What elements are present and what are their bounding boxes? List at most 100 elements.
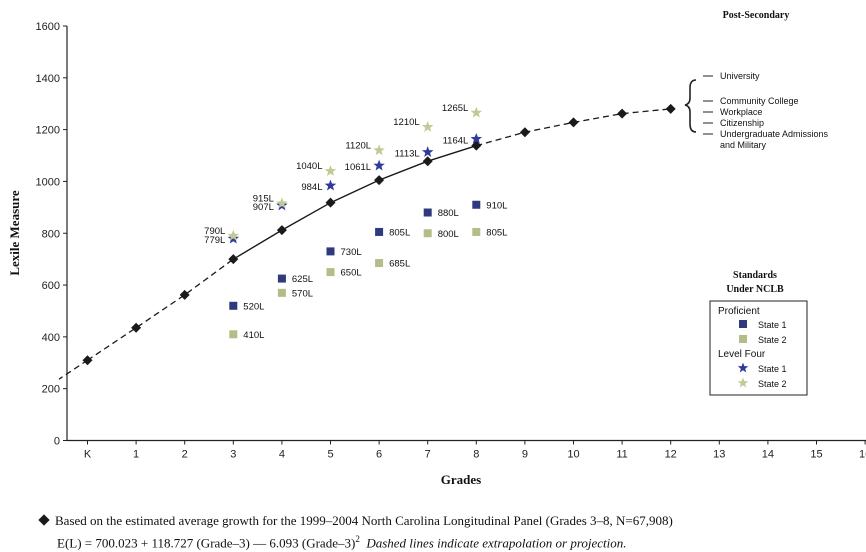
- square-point: [229, 330, 238, 339]
- star-point: [324, 179, 337, 191]
- y-tick-label: 1600: [36, 21, 60, 33]
- x-tick-label: 16: [859, 449, 866, 461]
- post-secondary-item: Undergraduate Admissions: [720, 129, 829, 139]
- legend-square-state2: [739, 335, 747, 343]
- x-tick-label: 10: [567, 449, 579, 461]
- legend-label-level-four-state1: State 1: [758, 364, 787, 374]
- x-tick-label: 9: [522, 449, 528, 461]
- star-icon: [737, 362, 749, 373]
- star-point: [421, 121, 434, 132]
- post-secondary-panel: Post-Secondary University Community Colle…: [684, 10, 829, 150]
- data-label: 1061L: [345, 162, 371, 173]
- footnote-line1: Based on the estimated average growth fo…: [38, 511, 858, 530]
- star-point: [373, 144, 385, 156]
- data-label: 625L: [292, 274, 313, 285]
- diamond-point: [325, 197, 336, 208]
- legend-box: [709, 300, 808, 396]
- legend-label-level-four-state2: State 2: [758, 379, 787, 389]
- legend: Standards Under NCLB Proficient State 1 …: [709, 270, 808, 396]
- diamond-bullet-icon: [38, 514, 50, 526]
- post-secondary-item: and Military: [720, 140, 767, 150]
- data-label: 650L: [341, 268, 362, 279]
- diamond-point: [422, 156, 433, 167]
- data-labels: 520L 625L 730L 805L 880L 910L 410L 570L 650L 685L…: [204, 103, 507, 341]
- square-point: [472, 227, 481, 236]
- diamond-point: [519, 127, 530, 138]
- data-label: 790L: [204, 226, 225, 237]
- diamond-point: [228, 254, 239, 265]
- x-tick-label: 3: [230, 449, 236, 461]
- legend-star-icons: [737, 362, 749, 388]
- diamond-point: [617, 108, 628, 119]
- x-tick-label: 12: [665, 449, 677, 461]
- data-label: 520L: [243, 301, 264, 312]
- post-secondary-item: University: [720, 71, 760, 81]
- legend-label-proficient-state1: State 1: [758, 320, 787, 330]
- post-secondary-item: Workplace: [720, 107, 762, 117]
- star-point: [373, 159, 385, 171]
- y-tick-label: 200: [42, 384, 60, 396]
- star-point: [227, 229, 240, 241]
- data-label: 984L: [301, 182, 322, 193]
- chart-marks: [82, 103, 676, 366]
- footnote-line2: E(L) = 700.023 + 118.727 (Grade–3) — 6.0…: [38, 530, 858, 552]
- diamond-point: [82, 355, 93, 366]
- post-secondary-brace-icon: [684, 79, 697, 133]
- square-point: [229, 301, 238, 310]
- post-secondary-title: Post-Secondary: [723, 10, 790, 21]
- data-label: 1210L: [393, 117, 419, 128]
- star-point: [421, 146, 434, 158]
- data-label: 685L: [389, 259, 410, 270]
- star-point: [470, 106, 483, 118]
- data-label: 805L: [486, 227, 507, 238]
- x-axis-title: Grades: [441, 472, 481, 487]
- y-tick-label: 1000: [36, 176, 60, 188]
- data-label: 915L: [253, 193, 274, 204]
- y-tick-label: 1400: [36, 73, 60, 85]
- legend-label-proficient-state2: State 2: [758, 335, 787, 345]
- square-point: [375, 259, 384, 268]
- y-tick-label: 800: [42, 228, 60, 240]
- data-label: 779L: [204, 235, 225, 246]
- square-point: [472, 200, 481, 209]
- data-label: 800L: [438, 229, 459, 240]
- square-point: [423, 229, 432, 238]
- y-tick-label: 600: [42, 280, 60, 292]
- data-label: 1120L: [345, 140, 371, 151]
- legend-title-line2: Under NCLB: [726, 284, 784, 295]
- data-label: 1040L: [296, 161, 322, 172]
- footnote-dashed-note: Dashed lines indicate extrapolation or p…: [366, 535, 627, 551]
- data-label: 907L: [253, 202, 274, 213]
- legend-title-line1: Standards: [733, 270, 777, 281]
- x-tick-label: 11: [616, 449, 627, 461]
- star-point: [324, 165, 337, 176]
- post-secondary-item: Citizenship: [720, 118, 764, 128]
- data-label: 1113L: [395, 149, 420, 160]
- x-tick-label: 7: [425, 449, 431, 461]
- star-point: [470, 132, 483, 144]
- diamond-point: [179, 289, 190, 300]
- y-tick-label: 0: [54, 436, 60, 448]
- square-point: [326, 268, 335, 277]
- data-label: 1164L: [443, 135, 469, 146]
- square-point: [423, 208, 432, 217]
- x-tick-label: 6: [376, 449, 382, 461]
- footnote-formula: E(L) = 700.023 + 118.727 (Grade–3) — 6.0…: [57, 535, 356, 551]
- trend-line-extension: [58, 359, 88, 380]
- y-tick-label: 400: [42, 332, 60, 344]
- legend-square-state1: [739, 320, 747, 328]
- x-tick-label: 1: [133, 449, 139, 461]
- data-label: 1265L: [442, 103, 468, 114]
- x-tick-label: 5: [327, 449, 333, 461]
- post-secondary-item: Community College: [720, 96, 799, 106]
- footnote: Based on the estimated average growth fo…: [38, 511, 858, 552]
- y-tick-label: 1200: [36, 125, 60, 137]
- data-label: 805L: [389, 227, 410, 238]
- square-point: [375, 227, 384, 236]
- x-tick-label: 14: [762, 449, 774, 461]
- trend-line-dashed: [87, 258, 234, 361]
- x-tick-label: 4: [279, 449, 285, 461]
- legend-group-proficient: Proficient: [718, 306, 760, 317]
